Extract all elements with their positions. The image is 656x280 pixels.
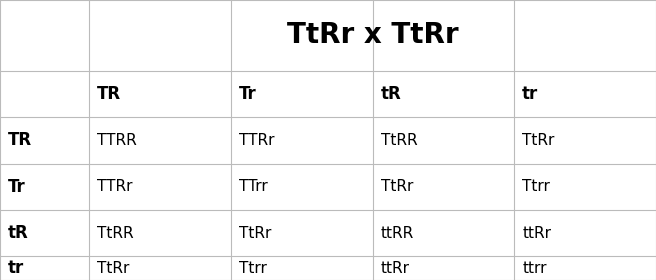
Text: tr: tr xyxy=(8,259,24,277)
Text: TtRR: TtRR xyxy=(97,226,134,241)
Text: TtRR: TtRR xyxy=(380,133,417,148)
Text: ttrr: ttrr xyxy=(522,261,546,276)
Text: TtRr: TtRr xyxy=(97,261,130,276)
Text: TR: TR xyxy=(97,85,121,103)
Text: TtRr: TtRr xyxy=(380,179,413,194)
Text: TTrr: TTrr xyxy=(239,179,268,194)
Text: ttRR: ttRR xyxy=(380,226,414,241)
Text: tR: tR xyxy=(380,85,401,103)
Text: ttRr: ttRr xyxy=(522,226,551,241)
Text: TtRr: TtRr xyxy=(522,133,554,148)
Text: TtRr: TtRr xyxy=(239,226,272,241)
Text: TR: TR xyxy=(8,131,32,149)
Text: tR: tR xyxy=(8,224,29,242)
Text: TTRr: TTRr xyxy=(97,179,133,194)
Text: TtRr x TtRr: TtRr x TtRr xyxy=(287,21,459,49)
Text: Tr: Tr xyxy=(239,85,256,103)
Text: Tr: Tr xyxy=(8,178,26,196)
Text: Ttrr: Ttrr xyxy=(522,179,550,194)
Text: Ttrr: Ttrr xyxy=(239,261,267,276)
Text: TTRr: TTRr xyxy=(239,133,274,148)
Text: TTRR: TTRR xyxy=(97,133,137,148)
Text: ttRr: ttRr xyxy=(380,261,409,276)
Text: tr: tr xyxy=(522,85,539,103)
